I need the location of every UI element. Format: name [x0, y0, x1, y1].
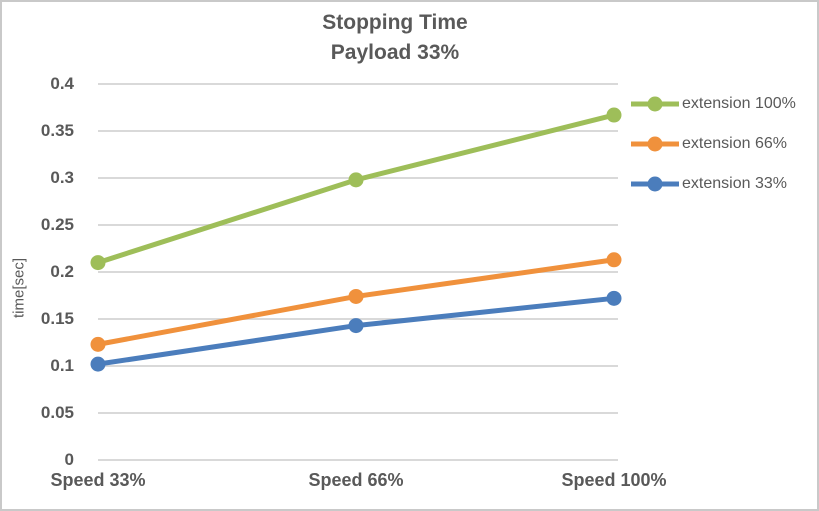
x-axis-category-label: Speed 66% — [308, 470, 404, 490]
chart-title: Stopping Time — [322, 11, 468, 34]
data-point-marker — [348, 318, 364, 334]
legend-marker-icon — [631, 136, 679, 152]
y-axis-tick-label: 0.15 — [40, 309, 74, 328]
legend-label: extension 33% — [682, 175, 787, 192]
legend-item: extension 100% — [631, 84, 796, 124]
y-axis-tick-label: 0.4 — [50, 74, 74, 93]
data-point-marker — [90, 356, 106, 372]
legend: extension 100% extension 66% extension 33% — [631, 84, 796, 204]
data-point-marker — [606, 290, 622, 306]
x-axis-category-label: Speed 100% — [561, 470, 667, 490]
data-point-marker — [606, 252, 622, 268]
legend-label: extension 100% — [682, 95, 796, 112]
data-point-marker — [348, 172, 364, 188]
data-point-marker — [348, 288, 364, 304]
y-axis-tick-label: 0 — [64, 450, 74, 469]
x-axis-category-label: Speed 33% — [50, 470, 146, 490]
legend-item: extension 66% — [631, 124, 796, 164]
y-axis-tick-label: 0.1 — [50, 356, 74, 375]
y-axis-tick-label: 0.25 — [40, 215, 74, 234]
legend-marker-icon — [631, 176, 679, 192]
data-point-marker — [90, 336, 106, 352]
legend-label: extension 66% — [682, 135, 787, 152]
y-axis-tick-label: 0.05 — [40, 403, 74, 422]
y-axis-tick-label: 0.3 — [50, 168, 74, 187]
y-axis-tick-label: 0.35 — [40, 121, 74, 140]
y-axis-tick-label: 0.2 — [50, 262, 74, 281]
chart-subtitle: Payload 33% — [330, 41, 460, 64]
legend-item: extension 33% — [631, 164, 796, 204]
series-line-extension-100 — [95, 112, 617, 266]
data-point-marker — [606, 107, 622, 123]
data-point-marker — [90, 255, 106, 271]
legend-marker-icon — [631, 96, 679, 112]
